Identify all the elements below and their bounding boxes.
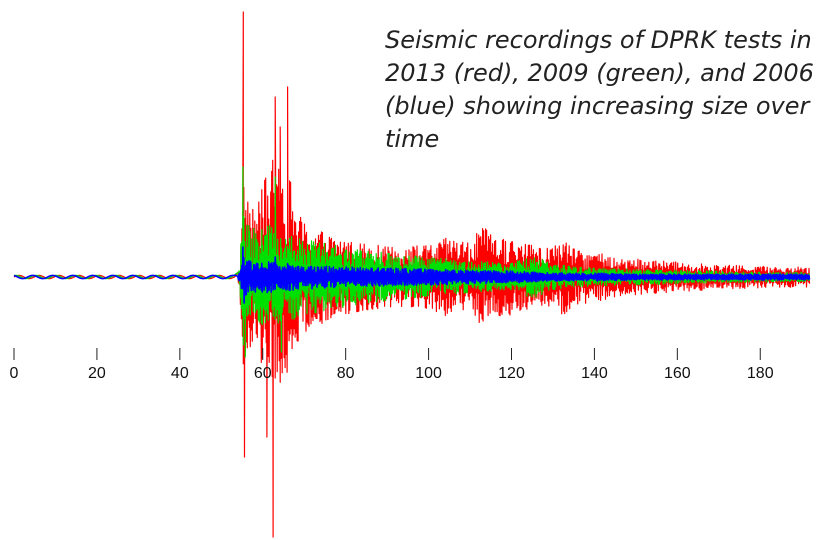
chart-title: Seismic recordings of DPRK tests in 2013… xyxy=(385,26,814,153)
x-tick-label: 80 xyxy=(337,365,355,382)
series-line-3 xyxy=(13,246,811,304)
x-tick-label: 140 xyxy=(581,365,608,382)
series-line-2 xyxy=(13,166,811,358)
x-tick-label: 160 xyxy=(664,365,691,382)
x-tick-label: 0 xyxy=(10,365,19,382)
x-tick-label: 40 xyxy=(171,365,189,382)
x-tick-label: 120 xyxy=(498,365,525,382)
x-axis: 0 20 40 60 80 100 120 140 160 180 xyxy=(10,348,774,382)
x-tick-label: 60 xyxy=(254,365,272,382)
series-layer xyxy=(13,11,811,538)
x-tick-label: 20 xyxy=(88,365,106,382)
x-tick-label: 100 xyxy=(415,365,442,382)
x-tick-label: 180 xyxy=(747,365,774,382)
